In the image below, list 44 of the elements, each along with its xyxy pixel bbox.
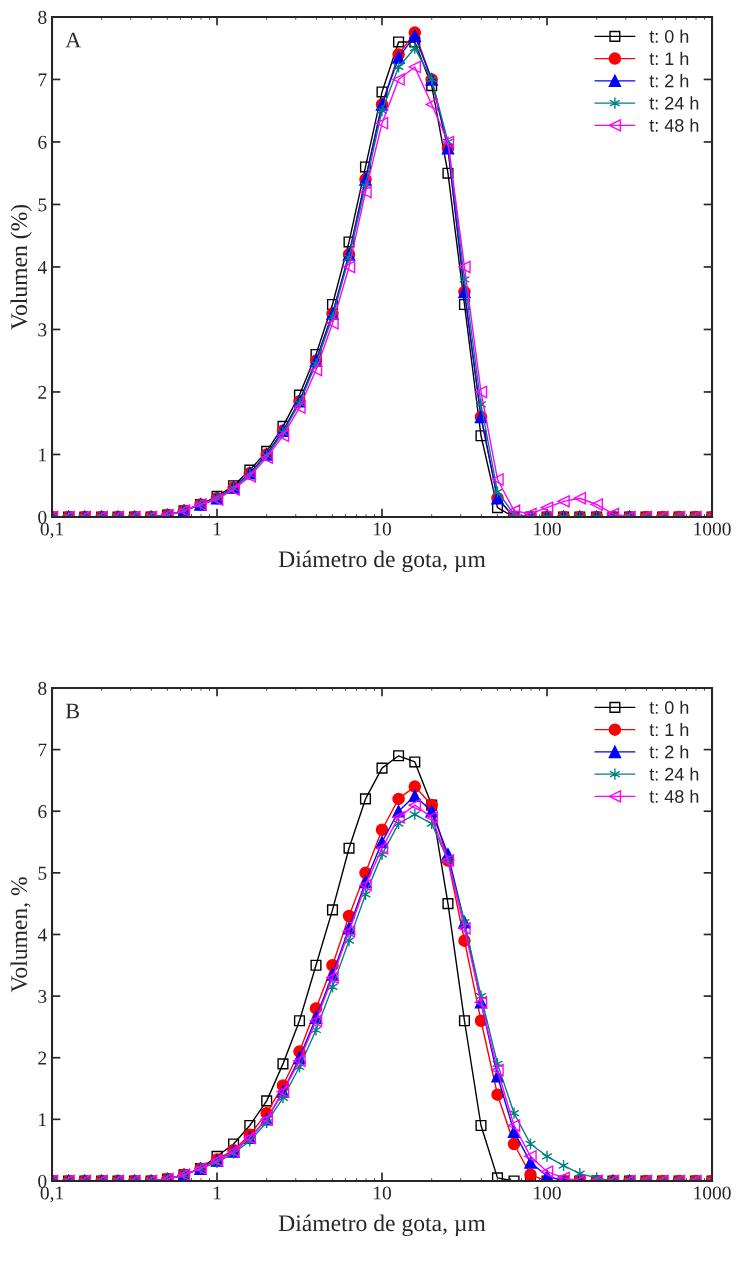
legend-label: t: 2 h (649, 74, 689, 88)
legend-label: t: 48 h (649, 789, 699, 803)
y-tick-label: 0 (38, 1174, 47, 1188)
legend-label: t: 0 h (649, 29, 689, 43)
y-tick-label: 6 (38, 135, 47, 149)
y-tick-label: 8 (38, 681, 47, 695)
y-tick-label: 4 (37, 928, 47, 942)
x-tick-label: 10 (374, 1186, 391, 1200)
x-axis-title: Diámetro de gota, µm (278, 550, 486, 573)
y-axis-title: Volumen, % (10, 877, 31, 993)
x-tick-label: 0,1 (40, 1186, 64, 1203)
x-tick-label: 0,1 (40, 522, 64, 539)
y-tick-label: 5 (38, 866, 47, 880)
y-tick-label: 3 (38, 323, 47, 337)
legend-label: t: 24 h (649, 767, 699, 781)
x-tick-label: 1000 (694, 522, 731, 536)
y-tick-label: 0 (38, 510, 47, 524)
x-tick-label: 1 (213, 522, 221, 536)
x-axis-title: Diámetro de gota, µm (278, 1214, 486, 1237)
x-tick-label: 1000 (694, 1186, 731, 1200)
y-tick-label: 7 (38, 73, 47, 87)
y-tick-label: 1 (39, 448, 46, 462)
legend-label: t: 1 h (649, 51, 689, 66)
legend-label: t: 2 h (649, 745, 689, 759)
y-tick-label: 5 (38, 198, 47, 212)
y-tick-label: 3 (38, 989, 47, 1004)
y-tick-label: 7 (38, 743, 47, 757)
legend-label: t: 1 h (649, 722, 689, 737)
y-tick-label: 2 (38, 385, 47, 399)
legend-label: t: 24 h (649, 96, 699, 110)
y-tick-label: 8 (38, 10, 47, 24)
y-tick-label: 4 (37, 260, 47, 274)
y-axis-title: Volumen (%) (10, 204, 32, 330)
x-tick-label: 100 (534, 1186, 561, 1200)
annotation: A (65, 32, 82, 48)
legend-label: t: 48 h (649, 118, 699, 132)
y-tick-label: 6 (38, 805, 47, 819)
annotation: B (65, 703, 79, 719)
legend-label: t: 0 h (649, 700, 689, 714)
x-tick-label: 1 (213, 1186, 221, 1200)
x-tick-label: 10 (374, 522, 391, 536)
y-tick-label: 1 (39, 1113, 46, 1127)
x-tick-label: 100 (534, 522, 561, 536)
y-tick-label: 2 (38, 1051, 47, 1065)
